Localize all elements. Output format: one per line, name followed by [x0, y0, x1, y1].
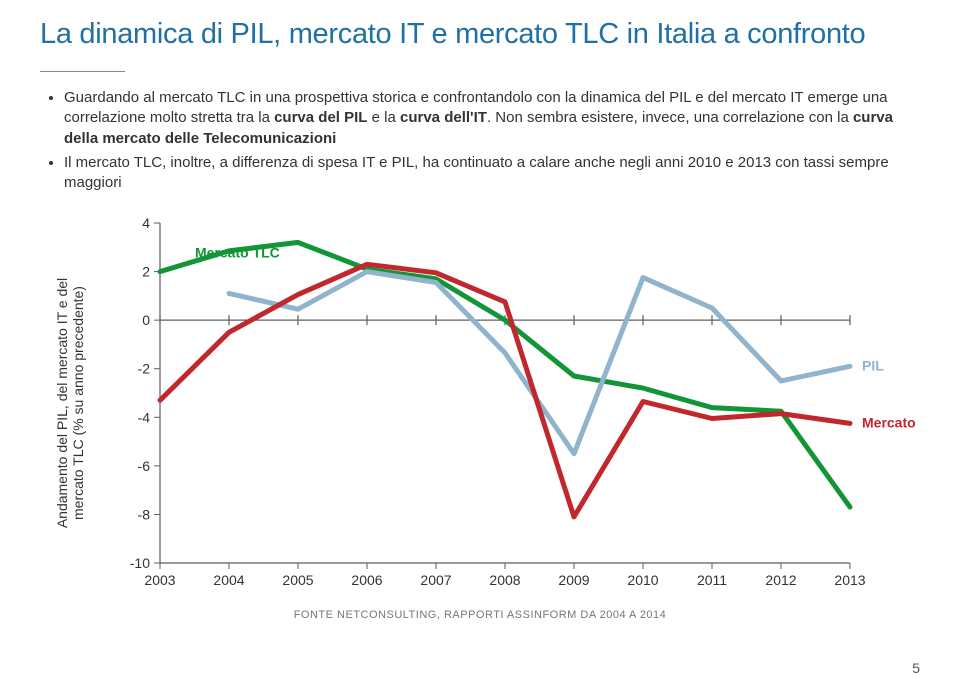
svg-text:2009: 2009	[558, 572, 589, 588]
svg-text:PIL: PIL	[862, 358, 884, 374]
page-number: 5	[912, 660, 920, 676]
svg-text:4: 4	[142, 215, 150, 231]
svg-text:Mercato TLC: Mercato TLC	[195, 245, 280, 261]
svg-text:2007: 2007	[420, 572, 451, 588]
bullet-list: Guardando al mercato TLC in una prospett…	[40, 88, 920, 193]
svg-text:2013: 2013	[834, 572, 865, 588]
bullet-1: Guardando al mercato TLC in una prospett…	[64, 88, 920, 149]
page-title: La dinamica di PIL, mercato IT e mercato…	[40, 18, 920, 51]
y-axis-label: Andamento del PIL, del mercato IT e delm…	[54, 278, 86, 528]
title-rule	[40, 71, 125, 72]
svg-text:2005: 2005	[282, 572, 313, 588]
svg-text:2012: 2012	[765, 572, 796, 588]
svg-text:-2: -2	[138, 361, 151, 377]
svg-text:2011: 2011	[697, 572, 727, 588]
line-chart: 4 2 0 -2 -4 -6 -8 -102003 2004 2005 2006 2007 2008 20…	[100, 203, 920, 603]
source-footer: FONTE NETCONSULTING, RAPPORTI ASSINFORM …	[40, 609, 920, 621]
svg-text:-8: -8	[138, 507, 151, 523]
svg-text:0: 0	[142, 312, 150, 328]
svg-text:-6: -6	[138, 458, 151, 474]
svg-text:2004: 2004	[213, 572, 244, 588]
bullet-2: Il mercato TLC, inoltre, a differenza di…	[64, 153, 920, 194]
svg-text:-10: -10	[130, 555, 150, 571]
svg-text:2: 2	[142, 264, 150, 280]
svg-text:2006: 2006	[351, 572, 382, 588]
svg-text:2003: 2003	[144, 572, 175, 588]
svg-text:Mercato IT: Mercato IT	[862, 415, 920, 431]
svg-text:2008: 2008	[489, 572, 520, 588]
svg-text:2010: 2010	[627, 572, 658, 588]
svg-text:-4: -4	[138, 410, 151, 426]
